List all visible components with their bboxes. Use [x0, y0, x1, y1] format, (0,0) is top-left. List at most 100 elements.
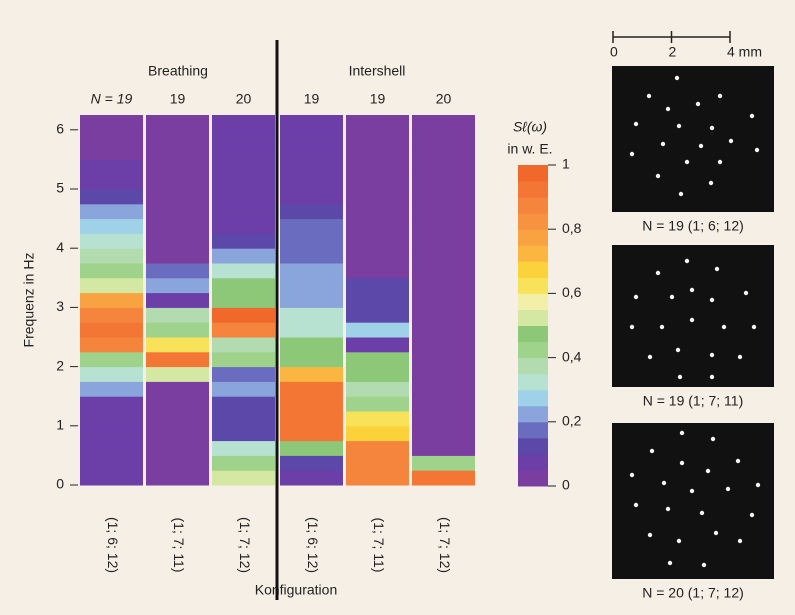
- colorbar-step: [518, 406, 548, 423]
- heat-cell: [412, 322, 475, 337]
- colorbar-step: [518, 422, 548, 439]
- column-header: 19: [370, 91, 386, 107]
- heat-cell: [280, 381, 343, 396]
- heat-cell: [280, 145, 343, 160]
- heat-cell: [412, 248, 475, 263]
- particle: [685, 259, 689, 263]
- heat-cell: [346, 322, 409, 337]
- heat-cell: [146, 204, 209, 219]
- particle: [670, 295, 674, 299]
- particle: [710, 126, 714, 130]
- heat-cell: [346, 115, 409, 130]
- micrograph: [612, 66, 774, 212]
- particle: [738, 539, 742, 543]
- heat-cell: [280, 470, 343, 485]
- particle: [722, 325, 726, 329]
- particle: [680, 431, 684, 435]
- colorbar-tick-label: 0,4: [562, 348, 582, 364]
- heat-cell: [80, 381, 143, 396]
- particle: [729, 139, 733, 143]
- heat-cell: [346, 278, 409, 293]
- heat-cell: [80, 411, 143, 426]
- heat-cell: [80, 204, 143, 219]
- heat-cell: [280, 219, 343, 234]
- heat-cell: [346, 293, 409, 308]
- particle: [630, 325, 634, 329]
- column-header: 19: [170, 91, 186, 107]
- y-tick-label: 2: [56, 357, 64, 373]
- particle: [648, 533, 652, 537]
- heat-cell: [212, 381, 275, 396]
- heat-cell: [80, 248, 143, 263]
- heat-cell: [280, 159, 343, 174]
- colorbar-step: [518, 358, 548, 375]
- heat-cell: [146, 233, 209, 248]
- heat-cell: [280, 441, 343, 456]
- scale-label: 4 mm: [727, 44, 762, 60]
- heat-cell: [346, 470, 409, 485]
- heat-cell: [346, 189, 409, 204]
- heat-cell: [146, 293, 209, 308]
- particle: [634, 503, 638, 507]
- particle: [750, 513, 754, 517]
- heat-cell: [212, 352, 275, 367]
- heat-cell: [212, 219, 275, 234]
- particle: [678, 375, 682, 379]
- heat-cell: [80, 426, 143, 441]
- heat-cell: [146, 307, 209, 322]
- y-axis-label: Frequenz in Hz: [21, 253, 37, 348]
- heat-cell: [212, 307, 275, 322]
- heat-cell: [80, 293, 143, 308]
- particle: [666, 507, 670, 511]
- colorbar-step: [518, 181, 548, 198]
- heat-cell: [412, 115, 475, 130]
- heat-cell: [346, 352, 409, 367]
- particle: [755, 148, 759, 152]
- heat-cell: [346, 455, 409, 470]
- config-label: (1; 6; 12): [105, 517, 121, 573]
- particle: [634, 295, 638, 299]
- heat-cell: [80, 470, 143, 485]
- particle: [685, 160, 689, 164]
- heat-cell: [412, 293, 475, 308]
- heat-cell: [146, 441, 209, 456]
- heat-cell: [212, 293, 275, 308]
- particle: [647, 94, 651, 98]
- y-tick-label: 1: [56, 417, 64, 433]
- y-tick-label: 5: [56, 180, 64, 196]
- colorbar-tick-label: 0: [562, 477, 570, 493]
- heat-cell: [146, 396, 209, 411]
- heat-cell: [412, 426, 475, 441]
- colorbar-tick-label: 0,8: [562, 220, 582, 236]
- heat-cell: [146, 248, 209, 263]
- heat-cell: [346, 204, 409, 219]
- heat-cell: [280, 263, 343, 278]
- colorbar-unit: in w. E.: [507, 141, 552, 157]
- heat-cell: [212, 337, 275, 352]
- particle: [661, 142, 665, 146]
- heat-cell: [412, 189, 475, 204]
- heat-cell: [146, 145, 209, 160]
- heat-cell: [212, 263, 275, 278]
- heat-cell: [212, 204, 275, 219]
- particle: [656, 174, 660, 178]
- config-label: (1; 7; 12): [437, 517, 453, 573]
- heat-cell: [80, 307, 143, 322]
- colorbar-tick-label: 0,2: [562, 413, 582, 429]
- heat-cell: [346, 411, 409, 426]
- heat-cell: [80, 278, 143, 293]
- colorbar-step: [518, 470, 548, 487]
- y-tick-label: 3: [56, 298, 64, 314]
- particle: [710, 353, 714, 357]
- heat-cell: [280, 130, 343, 145]
- heat-cell: [412, 174, 475, 189]
- heat-cell: [146, 219, 209, 234]
- heat-cell: [146, 263, 209, 278]
- heat-cell: [80, 441, 143, 456]
- heat-cell: [146, 130, 209, 145]
- heat-cell: [80, 174, 143, 189]
- colorbar-tick-label: 1: [562, 156, 570, 172]
- particle: [690, 489, 694, 493]
- heat-cell: [280, 307, 343, 322]
- heat-cell: [80, 233, 143, 248]
